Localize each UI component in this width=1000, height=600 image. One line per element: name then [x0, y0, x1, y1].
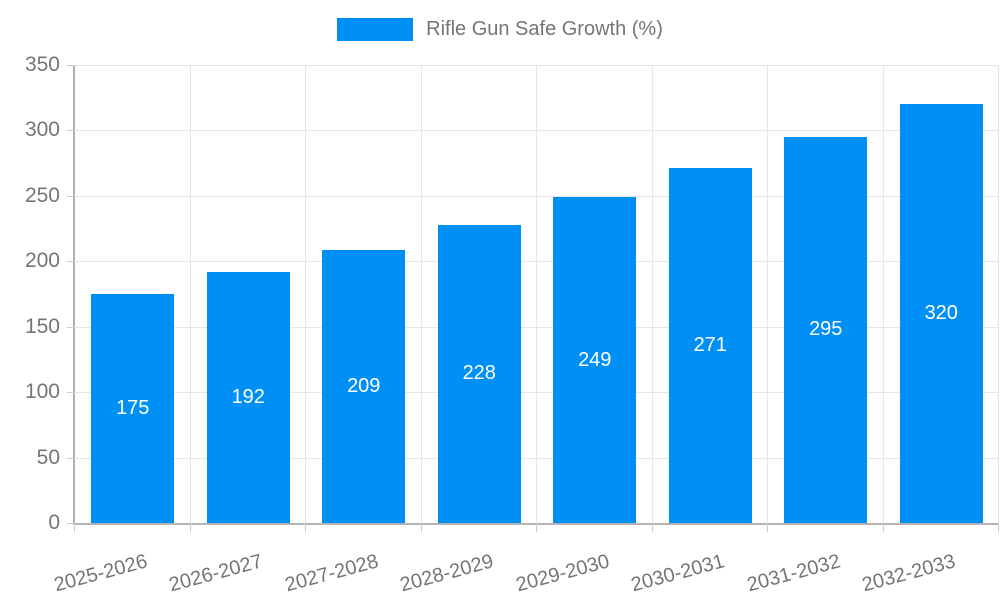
x-axis-tick — [767, 523, 768, 532]
h-gridline — [75, 65, 999, 66]
bar-value-label: 228 — [462, 362, 496, 385]
legend-swatch — [337, 18, 414, 41]
bar-value-label: 295 — [809, 318, 843, 341]
bar-2030-2031: 271 — [668, 168, 752, 523]
y-axis-tick-label: 250 — [24, 183, 60, 207]
v-gridline — [767, 65, 768, 523]
bar-value-label: 249 — [578, 348, 612, 371]
x-axis-tick — [536, 523, 537, 532]
y-axis-tick-label: 100 — [24, 380, 60, 404]
plot-area: 175 192 209 228 249 271 295 320 — [67, 65, 999, 532]
x-axis-tick — [74, 523, 75, 532]
bar-2032-2033: 320 — [899, 104, 983, 523]
h-gridline — [75, 457, 999, 459]
v-gridline — [882, 65, 884, 523]
x-axis-tick — [882, 523, 884, 532]
legend: Rifle Gun Safe Growth (%) — [0, 18, 1000, 41]
y-axis-tick — [67, 392, 75, 394]
y-axis-tick — [67, 261, 75, 263]
v-gridline — [305, 65, 306, 523]
y-axis-tick — [67, 326, 75, 328]
y-axis-tick — [67, 195, 75, 197]
y-axis-tick-label: 350 — [24, 53, 60, 76]
x-axis-tick — [651, 523, 653, 532]
bar-value-label: 175 — [116, 397, 150, 419]
y-axis-tick — [67, 457, 75, 459]
bar-value-label: 271 — [693, 334, 727, 357]
v-gridline — [998, 65, 999, 523]
y-axis-tick-label: 300 — [24, 118, 60, 142]
y-axis-tick — [67, 130, 75, 132]
bar-2031-2032: 295 — [784, 136, 868, 523]
h-gridline — [75, 261, 999, 263]
y-axis-tick-label: 50 — [36, 445, 60, 469]
bar-value-label: 320 — [924, 302, 958, 325]
h-gridline — [75, 392, 999, 394]
h-gridline — [75, 195, 999, 197]
y-axis-tick-label: 0 — [48, 511, 60, 534]
bar-value-label: 209 — [347, 374, 381, 397]
v-gridline — [651, 65, 653, 523]
y-axis-tick-label: 200 — [24, 249, 60, 273]
v-gridline — [189, 65, 191, 523]
x-axis-tick — [305, 523, 306, 532]
x-axis-tick — [189, 523, 191, 532]
h-gridline — [75, 130, 999, 132]
x-axis-tick — [420, 523, 422, 532]
y-axis-tick — [67, 65, 75, 66]
y-axis-tick — [67, 523, 75, 524]
bar-2028-2029: 228 — [437, 224, 521, 523]
bar-value-label: 192 — [231, 385, 265, 408]
legend-label: Rifle Gun Safe Growth (%) — [426, 18, 663, 40]
h-gridline — [75, 326, 999, 328]
legend-item[interactable]: Rifle Gun Safe Growth (%) — [337, 18, 663, 41]
bar-2025-2026: 175 — [91, 294, 175, 523]
v-gridline — [536, 65, 537, 523]
bar-2026-2027: 192 — [206, 271, 290, 523]
bar-2029-2030: 249 — [553, 197, 637, 523]
v-gridline — [420, 65, 422, 523]
bar-2027-2028: 209 — [322, 249, 406, 523]
y-axis-tick-label: 150 — [24, 314, 60, 338]
x-axis-tick — [998, 523, 999, 532]
